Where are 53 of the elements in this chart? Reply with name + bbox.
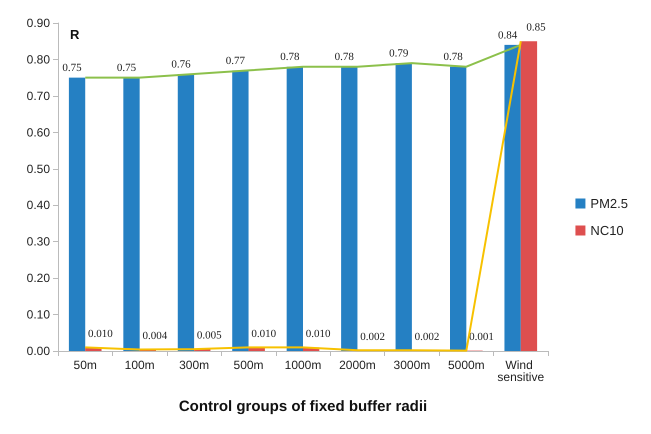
data-label: 0.79 bbox=[389, 48, 409, 60]
bar bbox=[520, 41, 538, 351]
line-series bbox=[84, 44, 522, 79]
data-label: 0.78 bbox=[444, 51, 464, 64]
legend-label: PM2.5 bbox=[590, 196, 628, 211]
bar bbox=[286, 66, 303, 351]
bar bbox=[68, 78, 86, 351]
data-label: 0.001 bbox=[469, 331, 494, 344]
x-tick-label: 100m bbox=[124, 358, 155, 372]
data-label: 0.010 bbox=[88, 328, 114, 340]
y-tick-label: 0.90 bbox=[26, 16, 50, 30]
x-tick-label: 500m bbox=[234, 358, 264, 372]
y-tick-label: 0.60 bbox=[26, 125, 50, 140]
y-tick-label: 0.50 bbox=[26, 162, 50, 176]
data-label: 0.78 bbox=[334, 51, 354, 64]
data-label: 0.75 bbox=[116, 62, 137, 74]
data-label: 0.002 bbox=[414, 330, 440, 343]
y-tick-label: 0.80 bbox=[26, 52, 50, 66]
line-series bbox=[84, 40, 522, 352]
x-tick-label: 300m bbox=[179, 358, 210, 372]
data-label: 0.77 bbox=[226, 54, 246, 67]
data-label: 0.005 bbox=[196, 330, 222, 342]
x-tick-label: 1000m bbox=[284, 358, 322, 372]
y-axis-title: R bbox=[70, 27, 80, 42]
y-tick-label: 0.30 bbox=[26, 234, 50, 249]
data-label: 0.85 bbox=[526, 22, 546, 34]
data-label: 0.84 bbox=[498, 29, 518, 42]
y-tick-label: 0.70 bbox=[26, 88, 50, 103]
bar bbox=[232, 70, 249, 351]
data-label: 0.75 bbox=[62, 62, 82, 74]
bar bbox=[396, 63, 412, 351]
x-tick-label: 2000m bbox=[339, 358, 376, 372]
x-tick-label: 5000m bbox=[448, 358, 485, 372]
x-tick-label: Wind sensitive bbox=[497, 358, 544, 384]
bar bbox=[341, 66, 358, 351]
x-tick-label: 50m bbox=[74, 358, 97, 372]
bar bbox=[123, 78, 140, 351]
data-label: 0.002 bbox=[360, 330, 385, 343]
bar bbox=[450, 66, 466, 351]
data-label: 0.010 bbox=[251, 328, 277, 340]
data-label: 0.004 bbox=[142, 330, 168, 342]
y-tick-label: 0.20 bbox=[26, 271, 50, 286]
legend-label: NC10 bbox=[590, 223, 624, 238]
x-axis-title: Control groups of fixed buffer radii bbox=[178, 398, 428, 415]
y-tick-label: 0.00 bbox=[26, 344, 50, 358]
data-label: 0.76 bbox=[171, 58, 192, 71]
data-label: 0.78 bbox=[280, 51, 300, 64]
y-tick-label: 0.10 bbox=[26, 308, 50, 322]
y-tick-label: 0.40 bbox=[26, 198, 50, 212]
bar bbox=[504, 44, 521, 351]
x-tick-label: 3000m bbox=[394, 358, 430, 372]
bar bbox=[178, 74, 194, 351]
data-label: 0.010 bbox=[306, 328, 332, 340]
